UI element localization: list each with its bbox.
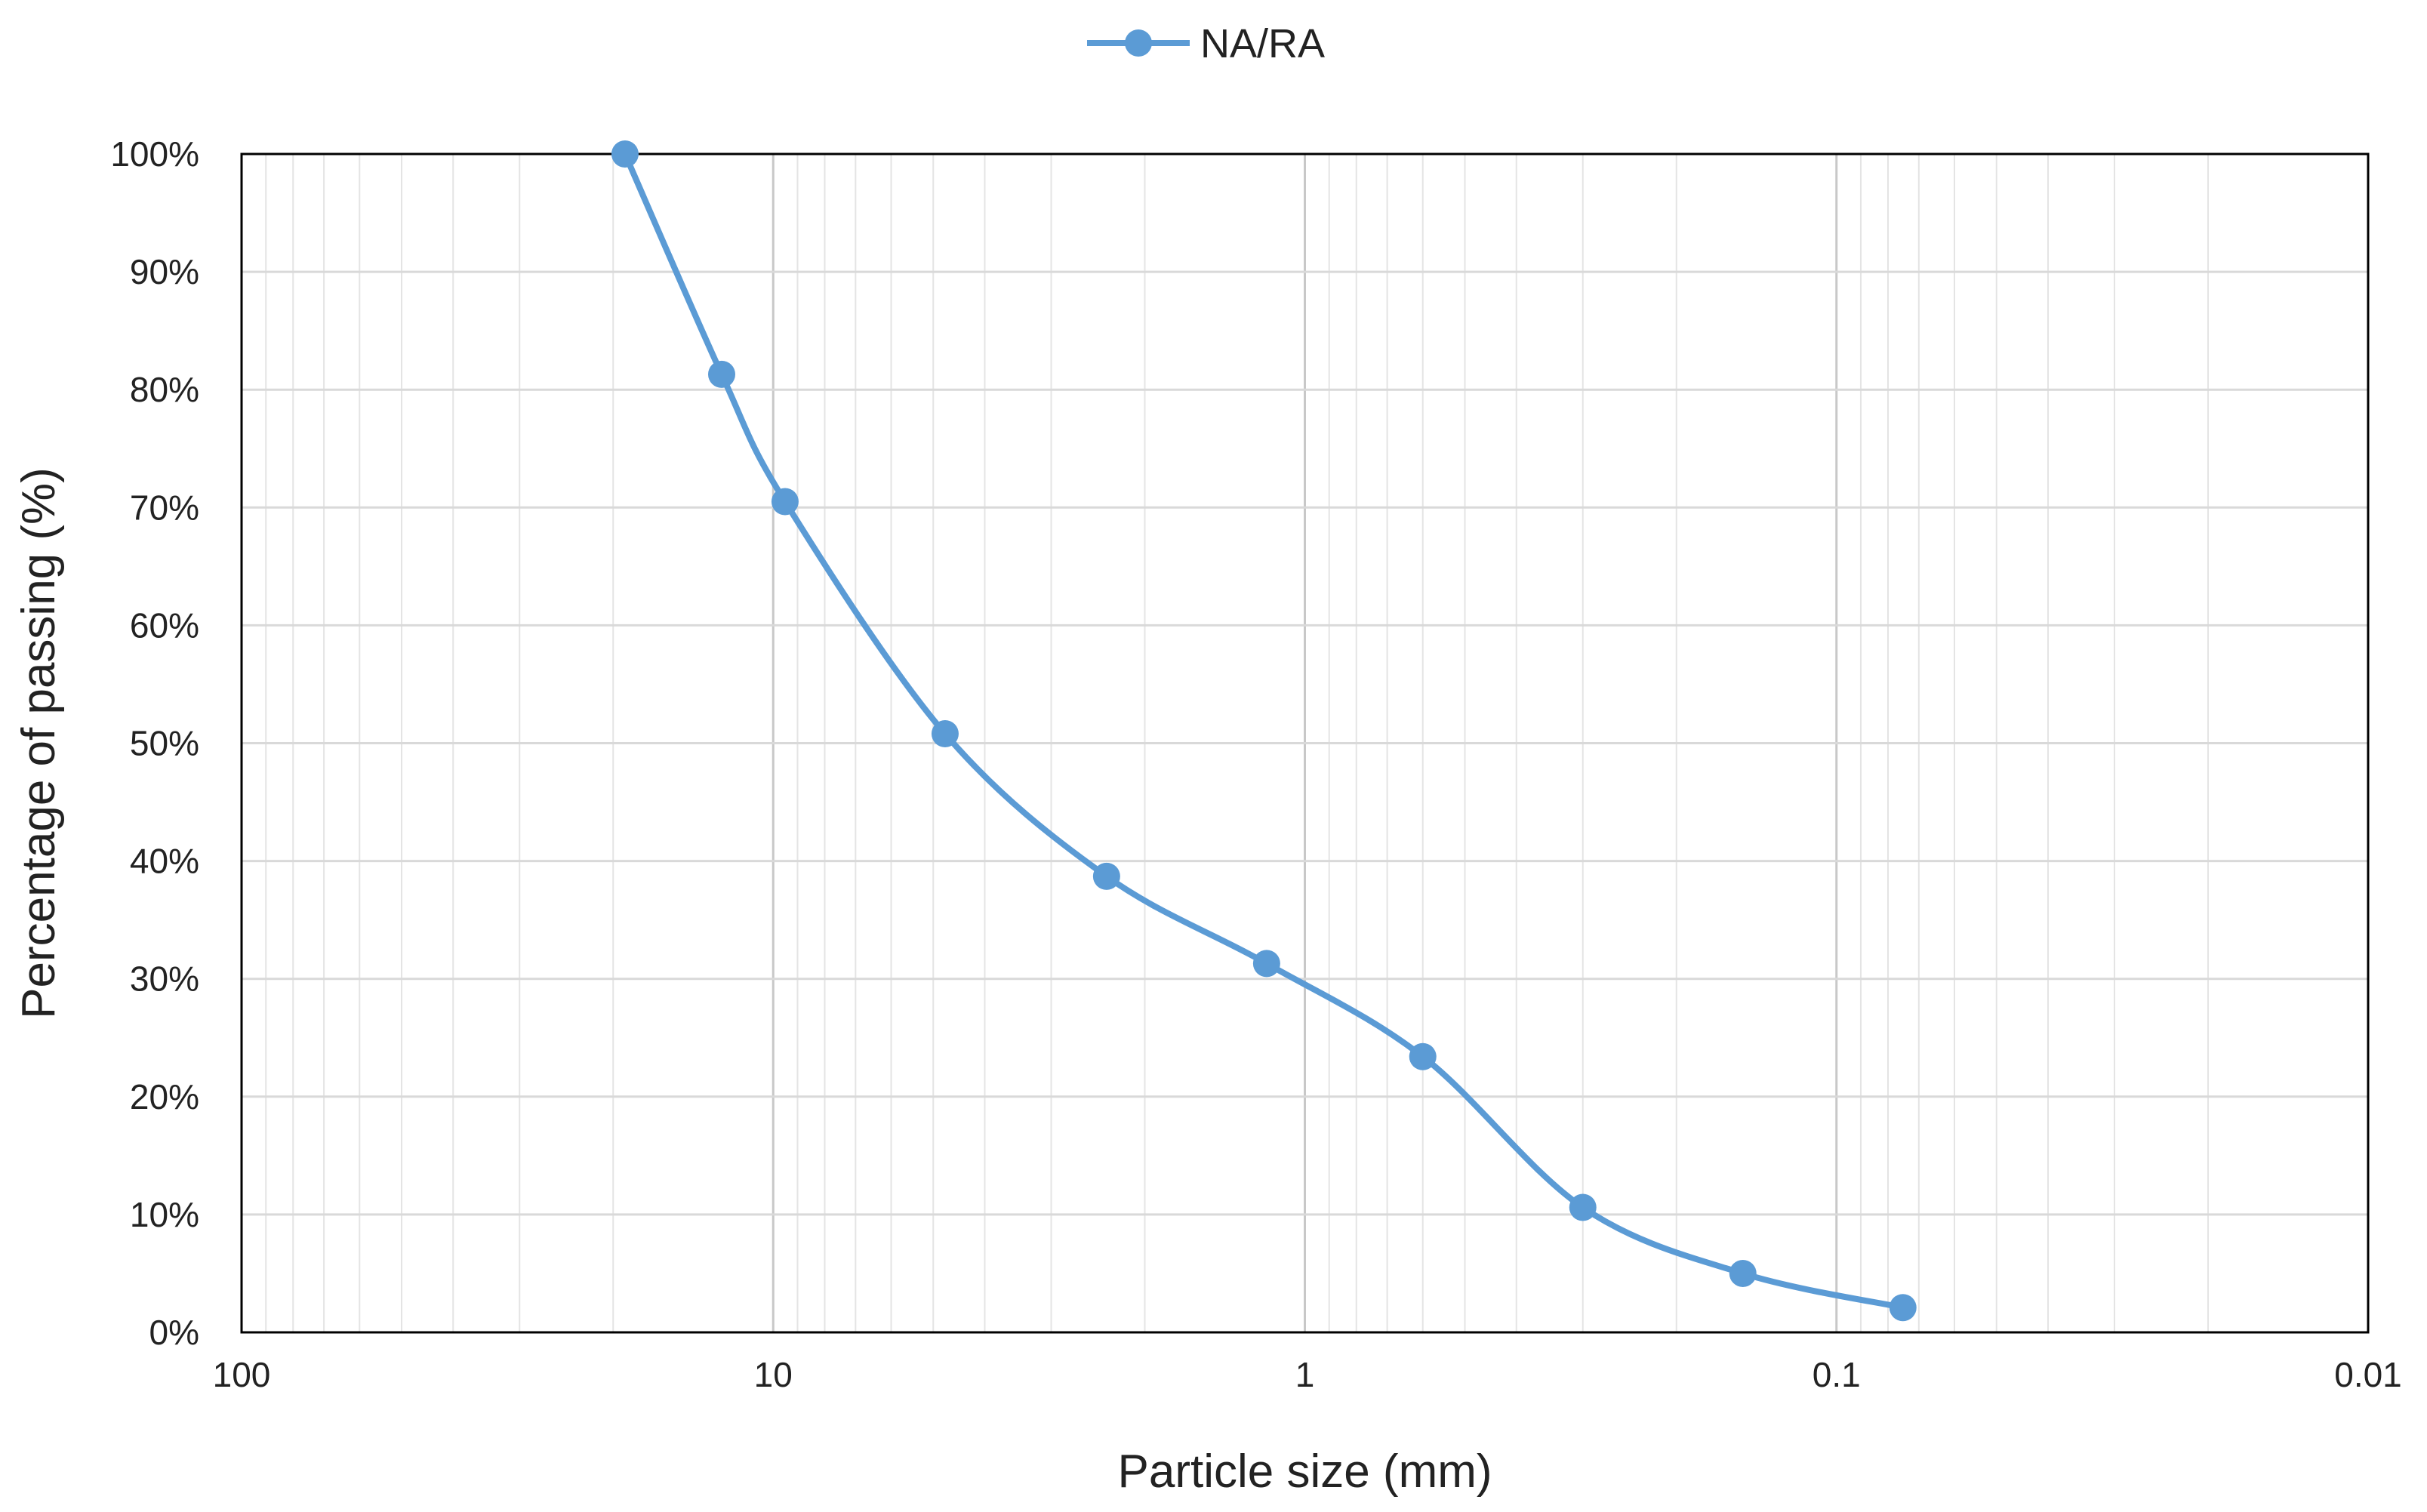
legend: NA/RA: [1087, 21, 1325, 66]
grid: [240, 152, 2370, 1334]
y-axis-title: Percentage of passing (%): [13, 467, 65, 1019]
data-point: [1889, 1294, 1917, 1322]
x-tick-label: 0.01: [2334, 1355, 2402, 1394]
y-tick-label: 0%: [149, 1313, 199, 1352]
plot-area-frame: [240, 152, 2370, 1334]
data-point: [1409, 1042, 1437, 1070]
x-axis-tick-labels: 100 10 1 0.1 0.01: [213, 1355, 2402, 1394]
data-point: [1729, 1259, 1757, 1287]
y-axis-tick-labels: 0% 10% 20% 30% 40% 50% 60% 70% 80% 90% 100%: [110, 134, 199, 1352]
data-point: [771, 488, 799, 516]
series-group: [611, 140, 1917, 1322]
data-point: [1569, 1193, 1597, 1221]
y-tick-label: 70%: [130, 488, 199, 527]
data-point: [1252, 950, 1280, 978]
legend-marker: [1125, 29, 1152, 57]
legend-label: NA/RA: [1200, 21, 1325, 66]
series-line-0: [621, 151, 1906, 1311]
x-tick-label: 1: [1295, 1355, 1315, 1394]
y-tick-label: 40%: [130, 842, 199, 881]
y-tick-label: 90%: [130, 252, 199, 291]
data-point: [1092, 862, 1120, 890]
data-point: [931, 720, 959, 748]
y-tick-label: 60%: [130, 605, 199, 645]
data-point: [708, 360, 736, 388]
y-tick-label: 20%: [130, 1077, 199, 1116]
y-tick-label: 100%: [110, 134, 199, 174]
x-axis-title: Particle size (mm): [1117, 1446, 1492, 1498]
y-tick-label: 80%: [130, 370, 199, 409]
x-tick-label: 100: [213, 1355, 271, 1394]
x-tick-label: 10: [754, 1355, 793, 1394]
x-tick-label: 0.1: [1813, 1355, 1861, 1394]
y-tick-label: 50%: [130, 724, 199, 763]
data-point: [611, 140, 639, 168]
y-tick-label: 30%: [130, 959, 199, 999]
y-tick-label: 10%: [130, 1195, 199, 1234]
